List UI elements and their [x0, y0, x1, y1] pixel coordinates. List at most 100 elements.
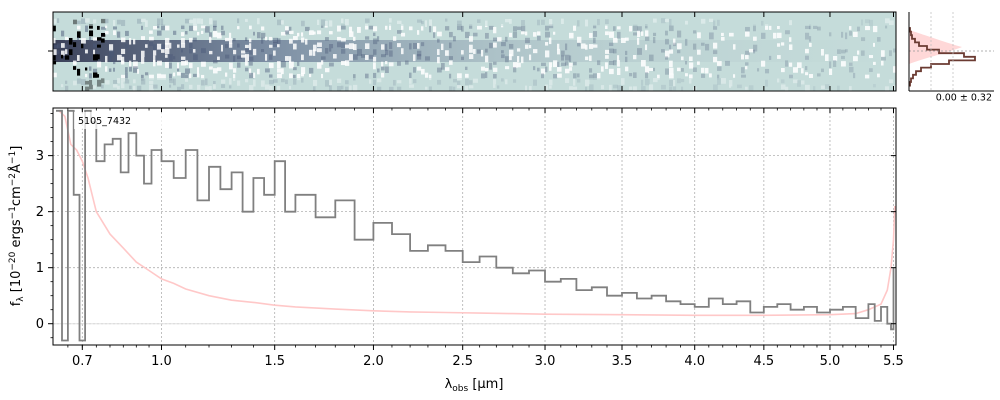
- trace-pixel: [113, 30, 116, 36]
- trace-pixel: [293, 67, 297, 71]
- trace-pixel: [329, 31, 333, 35]
- trace-pixel: [253, 48, 257, 56]
- trace-pixel: [173, 30, 177, 35]
- trace-pixel: [617, 26, 621, 30]
- trace-pixel: [229, 38, 233, 44]
- trace-pixel: [149, 36, 154, 41]
- trace-pixel: [209, 66, 213, 70]
- trace-pixel: [641, 31, 644, 36]
- trace-pixel: [413, 54, 416, 62]
- trace-pixel: [245, 48, 250, 52]
- trace-pixel: [849, 62, 853, 66]
- trace-pixel: [77, 55, 80, 61]
- trace-pixel: [73, 42, 77, 48]
- trace-pixel: [265, 54, 268, 61]
- trace-pixel: [269, 74, 273, 78]
- trace-pixel: [893, 48, 896, 53]
- trace-pixel: [69, 37, 73, 45]
- trace-pixel: [409, 43, 412, 50]
- trace-pixel: [289, 26, 292, 32]
- trace-pixel: [149, 74, 154, 80]
- trace-pixel: [53, 61, 57, 65]
- trace-pixel: [633, 32, 638, 36]
- trace-pixel: [273, 42, 278, 47]
- trace-pixel: [549, 24, 554, 29]
- trace-pixel: [53, 55, 56, 61]
- trace-pixel: [253, 72, 256, 79]
- trace-pixel: [157, 43, 162, 50]
- trace-pixel: [409, 26, 413, 31]
- trace-pixel: [185, 60, 189, 66]
- trace-pixel: [849, 31, 852, 36]
- trace-pixel: [609, 42, 614, 47]
- trace-pixel: [569, 55, 572, 62]
- trace-pixel: [565, 68, 570, 74]
- trace-pixel: [473, 49, 476, 54]
- trace-pixel: [93, 43, 98, 48]
- trace-pixel: [89, 30, 94, 37]
- trace-pixel: [569, 62, 573, 67]
- trace-pixel: [753, 36, 757, 41]
- trace-pixel: [357, 49, 362, 56]
- trace-pixel: [845, 49, 848, 53]
- trace-pixel: [245, 54, 250, 62]
- x-tick-label: 2.0: [363, 354, 384, 369]
- trace-pixel: [625, 50, 628, 56]
- trace-pixel: [73, 66, 77, 70]
- trace-pixel: [205, 26, 210, 33]
- trace-pixel: [805, 25, 810, 30]
- trace-pixel: [585, 44, 588, 50]
- spectrum-2d-panel: [48, 11, 897, 92]
- trace-pixel: [313, 44, 317, 52]
- trace-pixel: [365, 36, 370, 40]
- x-axis-label: λobs [μm]: [445, 377, 504, 394]
- trace-pixel: [437, 31, 442, 37]
- trace-pixel: [381, 54, 386, 58]
- trace-pixel: [437, 38, 440, 43]
- trace-pixel: [473, 32, 478, 37]
- trace-pixel: [653, 67, 656, 72]
- trace-pixel: [789, 44, 793, 51]
- trace-pixel: [141, 36, 146, 40]
- trace-pixel: [373, 72, 377, 79]
- trace-pixel: [153, 55, 156, 63]
- trace-pixel: [533, 32, 537, 37]
- trace-pixel: [249, 68, 252, 75]
- trace-pixel: [681, 56, 684, 61]
- trace-pixel: [297, 73, 301, 81]
- trace-pixel: [249, 50, 253, 55]
- trace-pixel: [153, 50, 157, 56]
- trace-pixel: [141, 25, 144, 30]
- trace-pixel: [105, 24, 108, 29]
- trace-pixel: [877, 73, 880, 78]
- x-tick-label: 0.7: [72, 354, 93, 369]
- trace-pixel: [153, 60, 156, 67]
- trace-pixel: [165, 48, 170, 54]
- trace-pixel: [345, 60, 350, 66]
- trace-pixel: [557, 61, 560, 67]
- trace-pixel: [189, 42, 193, 49]
- trace-pixel: [809, 74, 813, 78]
- trace-pixel: [129, 60, 132, 68]
- trace-pixel: [165, 25, 170, 31]
- trace-pixel: [609, 48, 614, 54]
- trace-pixel: [509, 43, 514, 49]
- trace-pixel: [261, 49, 265, 53]
- x-tick-label: 4.0: [684, 354, 705, 369]
- trace-pixel: [829, 68, 833, 75]
- upper-margin: [53, 12, 896, 26]
- trace-pixel: [293, 36, 298, 41]
- trace-pixel: [669, 73, 674, 80]
- trace-pixel: [617, 55, 620, 62]
- trace-pixel: [645, 72, 649, 79]
- trace-pixel: [201, 25, 206, 29]
- trace-pixel: [417, 43, 420, 49]
- trace-pixel: [485, 48, 488, 53]
- trace-pixel: [413, 42, 418, 49]
- trace-pixel: [185, 74, 189, 80]
- trace-pixel: [513, 31, 518, 38]
- trace-pixel: [545, 42, 549, 46]
- trace-pixel: [469, 44, 473, 50]
- trace-pixel: [537, 67, 540, 72]
- trace-pixel: [61, 54, 64, 59]
